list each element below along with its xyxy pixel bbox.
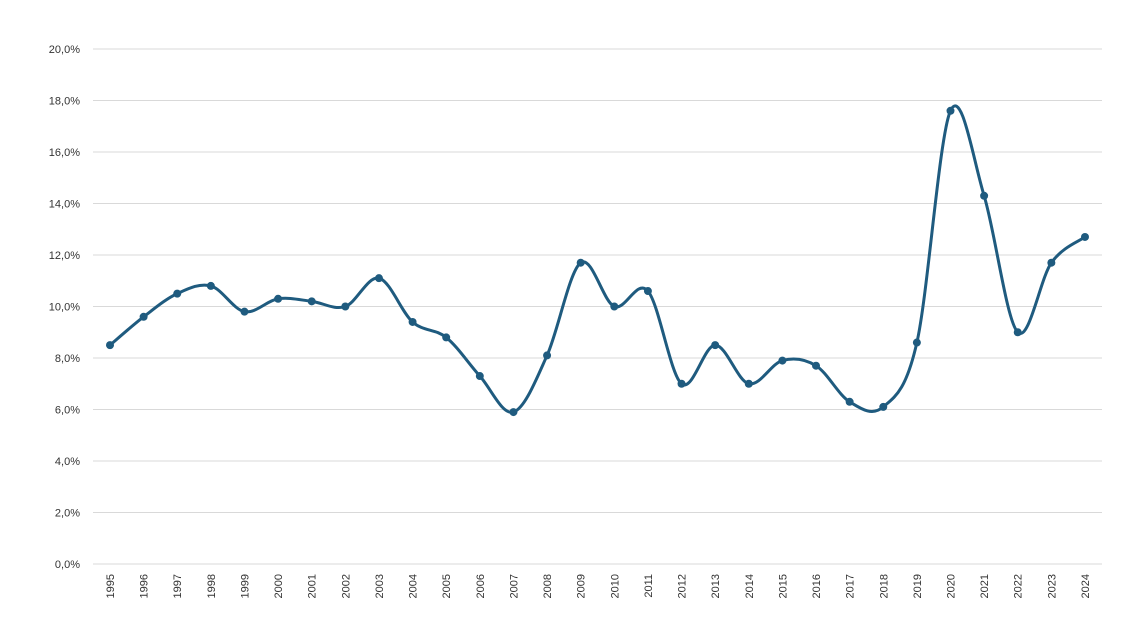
x-tick-label: 2014 bbox=[744, 574, 756, 598]
x-tick-label: 2003 bbox=[374, 574, 386, 598]
x-tick-label: 2017 bbox=[845, 574, 857, 598]
y-axis-ticks: 0,0% 2,0% 4,0% 6,0% 8,0% 10,0% 12,0% 14,0% 16,0%… bbox=[49, 44, 80, 571]
data-point-1997 bbox=[173, 289, 182, 298]
y-tick-label: 12,0% bbox=[49, 250, 80, 262]
y-tick-label: 16,0% bbox=[49, 147, 80, 159]
y-tick-label: 2,0% bbox=[55, 508, 80, 520]
data-point-2016 bbox=[812, 361, 821, 370]
y-tick-label: 18,0% bbox=[49, 96, 80, 108]
y-tick-label: 8,0% bbox=[55, 353, 80, 365]
x-tick-label: 2015 bbox=[777, 574, 789, 598]
data-point-2019 bbox=[912, 338, 921, 347]
data-point-2014 bbox=[744, 379, 753, 388]
data-point-1999 bbox=[240, 307, 249, 316]
x-tick-label: 2007 bbox=[508, 574, 520, 598]
data-point-2007 bbox=[509, 408, 518, 417]
data-point-2020 bbox=[946, 106, 955, 115]
x-tick-label: 2010 bbox=[609, 574, 621, 598]
series bbox=[108, 104, 1087, 414]
x-tick-label: 2024 bbox=[1080, 574, 1092, 598]
data-point-2024 bbox=[1080, 232, 1089, 241]
x-tick-label: 1997 bbox=[172, 574, 184, 598]
x-tick-label: 1998 bbox=[206, 574, 218, 598]
x-tick-label: 2023 bbox=[1046, 574, 1058, 598]
x-axis-ticks: 1995 1996 1997 1998 1999 2000 2001 2002 2003 2004… bbox=[105, 574, 1092, 598]
y-tick-label: 20,0% bbox=[49, 44, 80, 56]
x-tick-label: 2020 bbox=[946, 574, 958, 598]
x-tick-label: 2002 bbox=[340, 574, 352, 598]
data-points bbox=[106, 106, 1089, 417]
data-point-2015 bbox=[778, 356, 787, 365]
data-point-2017 bbox=[845, 397, 854, 406]
data-point-2008 bbox=[543, 351, 552, 360]
x-tick-label: 2011 bbox=[643, 574, 655, 598]
data-point-2006 bbox=[475, 372, 484, 381]
x-tick-label: 2021 bbox=[979, 574, 991, 598]
data-point-2005 bbox=[442, 333, 451, 342]
x-tick-label: 2018 bbox=[878, 574, 890, 598]
data-point-2022 bbox=[1013, 328, 1022, 337]
gridlines bbox=[93, 48, 1102, 565]
data-point-2001 bbox=[307, 297, 316, 306]
data-point-1996 bbox=[139, 312, 148, 321]
data-point-2021 bbox=[980, 191, 989, 200]
y-tick-label: 0,0% bbox=[55, 559, 80, 571]
x-tick-label: 2012 bbox=[677, 574, 689, 598]
x-tick-label: 1999 bbox=[239, 574, 251, 598]
x-tick-label: 1995 bbox=[105, 574, 117, 598]
x-tick-label: 2009 bbox=[576, 574, 588, 598]
series-line bbox=[108, 104, 1087, 414]
y-tick-label: 4,0% bbox=[55, 456, 80, 468]
data-point-2010 bbox=[610, 302, 619, 311]
x-tick-label: 2013 bbox=[710, 574, 722, 598]
x-tick-label: 2019 bbox=[912, 574, 924, 598]
data-point-2018 bbox=[879, 402, 888, 411]
x-tick-label: 2008 bbox=[542, 574, 554, 598]
x-tick-label: 2005 bbox=[441, 574, 453, 598]
x-tick-label: 2006 bbox=[475, 574, 487, 598]
x-tick-label: 2004 bbox=[408, 574, 420, 598]
data-point-2002 bbox=[341, 302, 350, 311]
data-point-2011 bbox=[643, 287, 652, 296]
x-tick-label: 2022 bbox=[1013, 574, 1025, 598]
data-point-2009 bbox=[576, 258, 585, 267]
x-tick-label: 2016 bbox=[811, 574, 823, 598]
data-point-1995 bbox=[106, 341, 114, 350]
x-tick-label: 2000 bbox=[273, 574, 285, 598]
data-point-2023 bbox=[1047, 258, 1056, 267]
y-tick-label: 10,0% bbox=[49, 302, 80, 314]
x-tick-label: 2001 bbox=[307, 574, 319, 598]
y-tick-label: 6,0% bbox=[55, 405, 80, 417]
data-point-2000 bbox=[274, 294, 283, 303]
data-point-1998 bbox=[206, 281, 215, 290]
data-point-2004 bbox=[408, 317, 417, 326]
data-point-2013 bbox=[711, 341, 720, 350]
data-point-2003 bbox=[374, 274, 383, 283]
data-point-2012 bbox=[677, 379, 686, 388]
x-tick-label: 1996 bbox=[139, 574, 151, 598]
y-tick-label: 14,0% bbox=[49, 199, 80, 211]
